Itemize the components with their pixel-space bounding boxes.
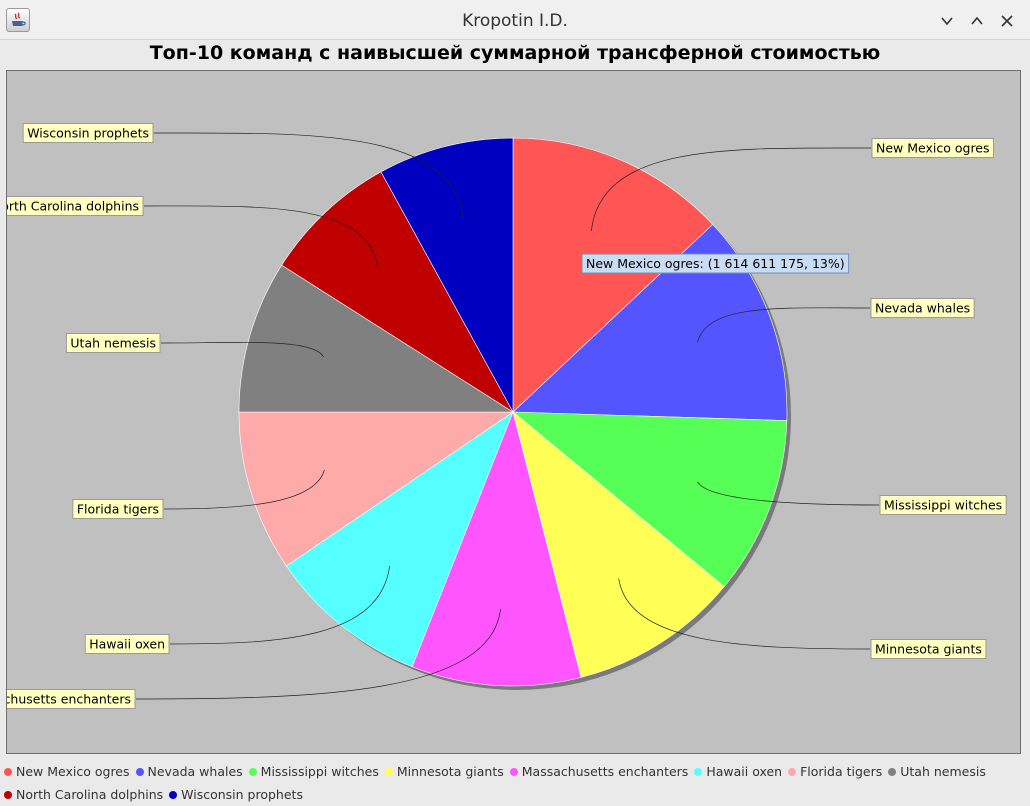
- legend-label: Minnesota giants: [396, 764, 504, 779]
- slice-label-text: Minnesota giants: [875, 642, 982, 657]
- slice-label-text: North Carolina dolphins: [7, 199, 139, 214]
- label-connector: [143, 205, 379, 269]
- slice-label-text: Nevada whales: [875, 301, 970, 316]
- slice-label-box: [65, 333, 161, 353]
- pie-slice[interactable]: [512, 411, 725, 678]
- plot-area: New Mexico ogres Nevada whales Mississippi…: [6, 70, 1021, 754]
- label-connector: [160, 342, 324, 358]
- window-titlebar: Kropotin I.D.: [0, 0, 1030, 40]
- slice-label-box: [871, 138, 995, 158]
- slice-label: New Mexico ogres: [871, 138, 995, 158]
- slice-label-text: Massachusetts enchanters: [7, 692, 131, 707]
- legend-swatch: [509, 768, 518, 776]
- java-app-icon[interactable]: [6, 8, 30, 32]
- legend-swatch: [788, 768, 797, 776]
- legend-label: Wisconsin prophets: [181, 787, 303, 802]
- legend-swatch: [384, 768, 393, 776]
- slice-label-box: [84, 634, 170, 654]
- legend-swatch: [248, 768, 257, 776]
- label-connector: [697, 481, 880, 506]
- legend-item: Minnesota giants: [384, 760, 504, 783]
- pie-slice[interactable]: [512, 137, 714, 413]
- label-connector: [618, 578, 871, 650]
- legend-item: New Mexico ogres: [4, 760, 130, 783]
- legend-label: New Mexico ogres: [16, 764, 130, 779]
- slice-label: Massachusetts enchanters: [7, 689, 136, 709]
- maximize-button[interactable]: [965, 9, 989, 33]
- slice-label-text: Florida tigers: [77, 502, 159, 517]
- window-title: Kropotin I.D.: [462, 11, 568, 31]
- slice-label-box: [22, 123, 154, 143]
- slice-label-box: [870, 298, 975, 318]
- slice-label: North Carolina dolphins: [7, 196, 144, 216]
- slice-label: Nevada whales: [870, 298, 975, 318]
- legend-item: Wisconsin prophets: [169, 783, 303, 806]
- slice-label-text: New Mexico ogres: [876, 141, 990, 156]
- label-connector: [697, 307, 871, 343]
- pie-slice[interactable]: [238, 264, 515, 413]
- label-connector: [169, 565, 391, 645]
- slice-label: Mississippi witches: [879, 495, 1007, 515]
- legend-item: Nevada whales: [135, 760, 243, 783]
- tooltip-text: New Mexico ogres: (1 614 611 175, 13%): [586, 256, 845, 271]
- label-connector: [153, 132, 465, 221]
- slice-label-text: Hawaii oxen: [89, 637, 165, 652]
- legend-label: North Carolina dolphins: [16, 787, 164, 802]
- legend-item: Mississippi witches: [248, 760, 379, 783]
- legend-swatch: [169, 791, 178, 799]
- pie-slice[interactable]: [411, 411, 582, 687]
- legend-item: Hawaii oxen: [694, 760, 782, 783]
- legend-label: Mississippi witches: [260, 764, 379, 779]
- pie-chart: New Mexico ogres Nevada whales Mississippi…: [7, 123, 1007, 709]
- legend-label: Hawaii oxen: [706, 764, 783, 779]
- slice-label: Minnesota giants: [870, 639, 987, 659]
- legend-label: Utah nemesis: [900, 764, 986, 779]
- legend-item: Massachusetts enchanters: [509, 760, 689, 783]
- slice-label-text: Utah nemesis: [70, 336, 156, 351]
- legend-item: North Carolina dolphins: [4, 783, 163, 806]
- close-button[interactable]: [995, 9, 1019, 33]
- chevron-up-icon: [971, 16, 983, 25]
- pie-slice[interactable]: [238, 411, 514, 567]
- pie-slice[interactable]: [512, 411, 788, 588]
- pie-slice[interactable]: [281, 171, 514, 413]
- close-icon: [1001, 15, 1013, 27]
- legend-label: Nevada whales: [147, 764, 243, 779]
- label-connector: [135, 608, 501, 700]
- slice-label-box: [870, 639, 987, 659]
- legend-swatch: [888, 768, 897, 776]
- label-connector: [163, 469, 325, 510]
- legend-swatch: [694, 768, 703, 776]
- slice-label-text: Wisconsin prophets: [27, 126, 149, 141]
- pie-slice[interactable]: [285, 411, 514, 668]
- slice-label-text: Mississippi witches: [884, 498, 1002, 513]
- slice-tooltip: New Mexico ogres: (1 614 611 175, 13%): [581, 253, 850, 274]
- slice-label-box: [7, 196, 144, 216]
- slice-label: Florida tigers: [72, 499, 164, 519]
- pie-slice[interactable]: [380, 137, 514, 413]
- minimize-button[interactable]: [935, 9, 959, 33]
- slice-label: Wisconsin prophets: [22, 123, 154, 143]
- chart-title: Топ-10 команд с наивысшей суммарной тран…: [149, 42, 881, 64]
- legend-swatch: [4, 791, 12, 799]
- slice-label-box: [7, 689, 136, 709]
- slice-label: Utah nemesis: [65, 333, 161, 353]
- legend-item: Utah nemesis: [888, 760, 986, 783]
- legend-swatch: [4, 768, 12, 776]
- chart-legend: New Mexico ogres Nevada whales Mississippi…: [4, 760, 1026, 806]
- label-connector: [590, 147, 872, 231]
- legend-label: Florida tigers: [800, 764, 883, 779]
- tooltip-box: [581, 253, 850, 274]
- slice-label-box: [72, 499, 164, 519]
- legend-swatch: [135, 768, 144, 776]
- legend-item: Florida tigers: [788, 760, 882, 783]
- slice-label-box: [879, 495, 1007, 515]
- slice-label: Hawaii oxen: [84, 634, 170, 654]
- chevron-down-icon: [941, 17, 953, 26]
- legend-label: Massachusetts enchanters: [521, 764, 689, 779]
